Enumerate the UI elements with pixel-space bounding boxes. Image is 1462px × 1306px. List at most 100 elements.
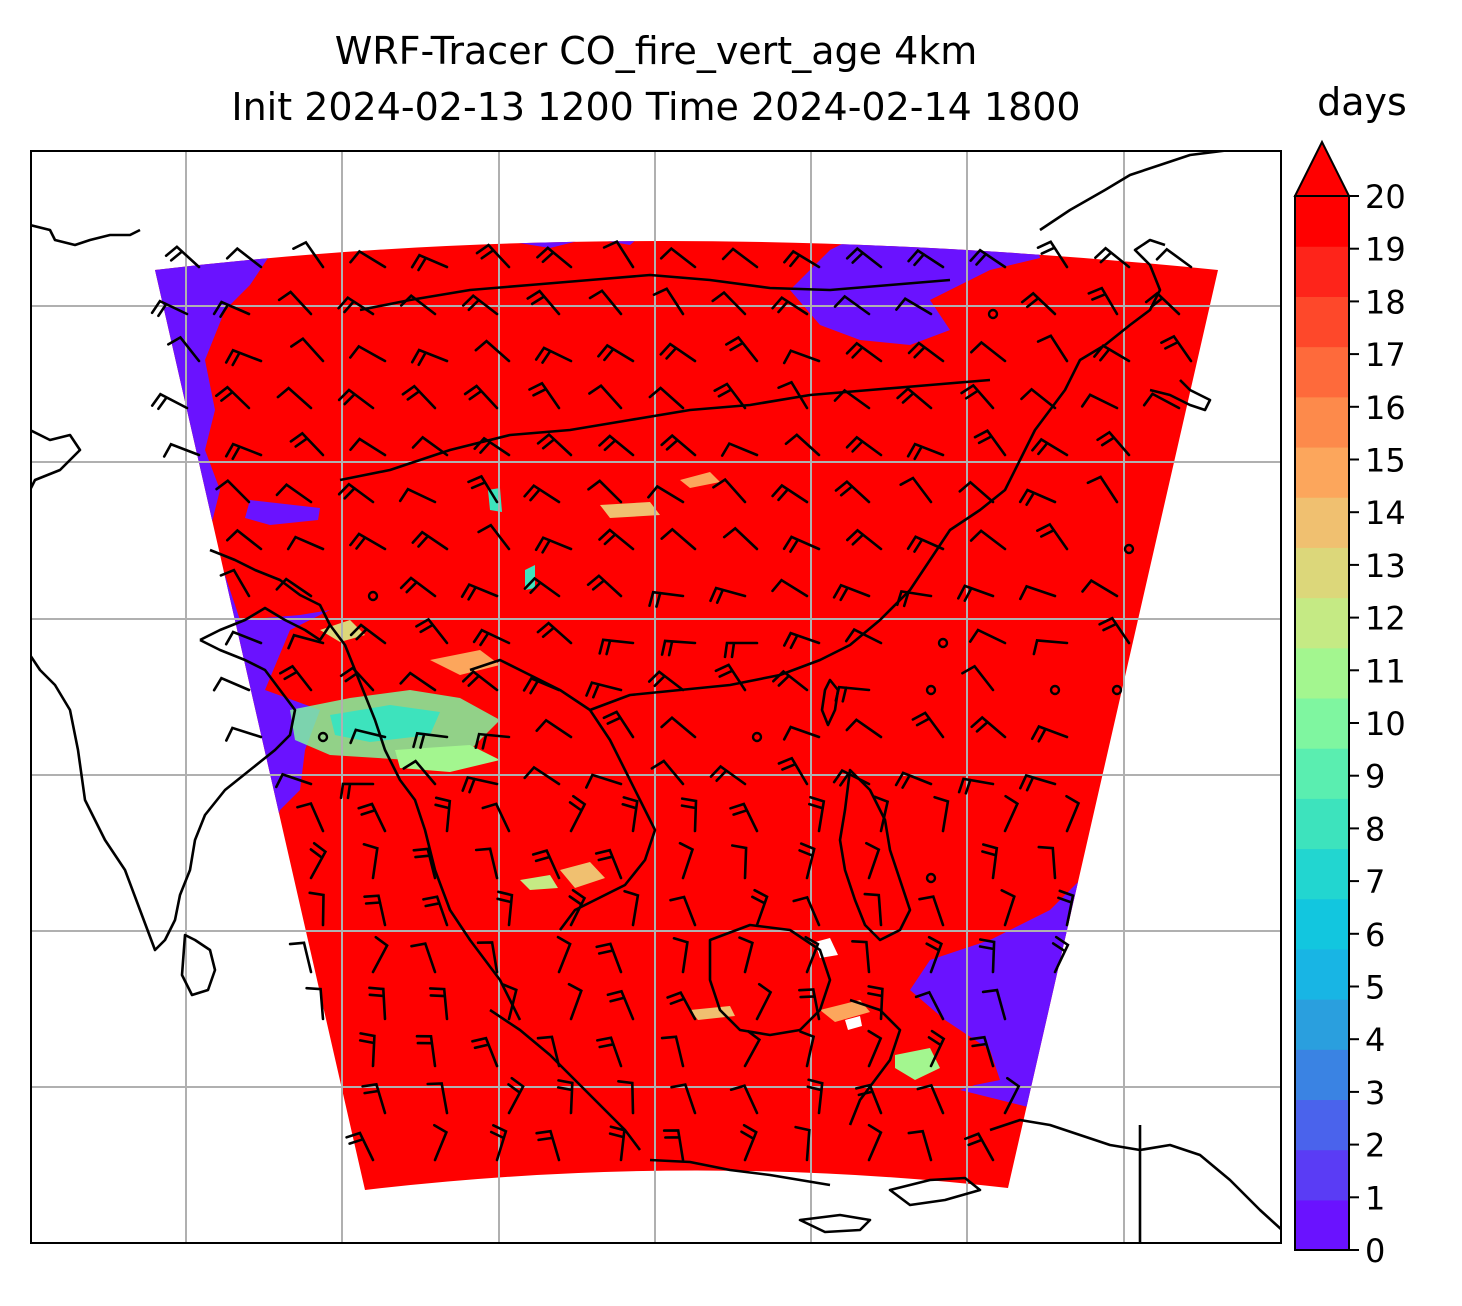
wind-barb <box>411 530 449 551</box>
colorbar-segment <box>1295 647 1349 699</box>
wind-barb <box>958 480 995 504</box>
coastline-japan-islands <box>1149 379 1212 412</box>
wind-barb <box>907 1129 933 1162</box>
colorbar-tick-label: 5 <box>1365 969 1385 1007</box>
colorbar-segment <box>1295 446 1349 498</box>
wind-barb <box>349 728 387 745</box>
wind-barb <box>1057 889 1075 927</box>
colorbar-segment <box>1295 1049 1349 1101</box>
calm-marker <box>317 731 329 743</box>
wind-barb <box>536 246 573 269</box>
wind-barb <box>798 988 821 1021</box>
wind-barb <box>621 796 639 833</box>
wind-barb <box>399 293 437 316</box>
wind-barb <box>918 895 945 927</box>
wind-barb <box>275 772 313 789</box>
wind-barb <box>896 589 933 608</box>
wind-barb <box>362 843 379 880</box>
wind-barb <box>968 628 1007 645</box>
wind-barb <box>794 1125 811 1162</box>
wind-barb <box>522 676 561 695</box>
wind-barb <box>606 989 635 1021</box>
coastline-china-interior <box>339 378 991 482</box>
wind-barb <box>672 937 689 974</box>
wind-barb <box>845 718 883 739</box>
wind-barb <box>276 386 313 410</box>
wind-barb <box>970 715 1007 739</box>
coastline-indian-subcontinent-west <box>30 428 82 491</box>
wind-barb <box>215 385 251 410</box>
colorbar-segment <box>1295 296 1349 348</box>
wind-barb <box>594 848 623 880</box>
wind-barb <box>474 847 499 880</box>
wind-barb <box>371 935 389 974</box>
tracer-field <box>155 241 1218 1190</box>
wind-barb <box>729 1084 759 1115</box>
wind-barb <box>339 782 375 800</box>
wind-barb <box>526 289 561 316</box>
nodata-patch-2 <box>845 1016 862 1030</box>
coastline-south-china <box>589 343 1106 712</box>
wind-barb <box>472 628 511 647</box>
coastline-lesser-sundas <box>798 1213 872 1234</box>
wind-barb <box>660 639 697 657</box>
wind-barb <box>957 777 995 795</box>
wind-barb <box>305 986 325 1021</box>
coastline-java <box>649 1158 831 1187</box>
wind-barb <box>433 1123 449 1162</box>
wind-barb <box>738 936 754 974</box>
calm-marker <box>1123 543 1135 555</box>
wind-barb <box>473 436 511 457</box>
wind-barb <box>399 671 437 692</box>
wind-barb <box>666 990 697 1021</box>
wind-barb <box>224 630 263 646</box>
wind-barb <box>167 335 201 363</box>
wind-barb <box>799 1030 816 1068</box>
wind-barb <box>1018 488 1057 506</box>
wind-barb <box>896 386 933 410</box>
wind-barb <box>460 582 499 601</box>
wind-barb <box>363 894 387 927</box>
colorbar-segment <box>1295 848 1349 900</box>
wind-barb <box>1160 334 1193 363</box>
young-plume-7 <box>520 875 558 890</box>
coastline-sulawesi <box>848 998 902 1126</box>
wind-barb <box>777 756 809 786</box>
young-plume-10 <box>525 565 535 590</box>
wind-barb <box>410 942 437 974</box>
wind-barb <box>567 982 583 1021</box>
colorbar-tick-label: 20 <box>1365 178 1406 216</box>
wind-barb <box>1003 1076 1021 1115</box>
wind-barb <box>782 535 821 553</box>
colorbar-segment <box>1295 999 1349 1050</box>
wind-barb <box>358 1032 376 1068</box>
wind-barb <box>957 584 995 602</box>
wind-barb <box>215 478 251 504</box>
wind-barb <box>568 888 587 927</box>
wind-barb <box>1096 430 1131 457</box>
wind-barb <box>925 935 944 974</box>
wind-barb <box>722 526 759 551</box>
calm-marker <box>937 637 949 649</box>
colorbar-segment <box>1295 1099 1349 1151</box>
wind-barb <box>598 638 635 656</box>
wind-barb <box>771 483 809 504</box>
wind-barb <box>771 578 809 598</box>
wind-barb <box>219 568 251 598</box>
wind-barb <box>477 523 511 551</box>
wind-barb <box>927 1029 946 1068</box>
wind-barb <box>412 731 449 749</box>
wind-barb <box>398 487 437 504</box>
wind-barb <box>225 726 263 742</box>
wind-barb <box>865 841 881 880</box>
wind-barb <box>225 246 263 269</box>
coastline-india <box>30 638 297 952</box>
young-plume-11 <box>600 502 660 518</box>
wind-barb <box>290 336 325 363</box>
wind-barb <box>720 441 759 457</box>
wind-barb <box>973 429 1007 457</box>
coastlines <box>30 150 1282 1244</box>
wind-barb <box>150 392 189 411</box>
wind-barb <box>357 802 387 833</box>
